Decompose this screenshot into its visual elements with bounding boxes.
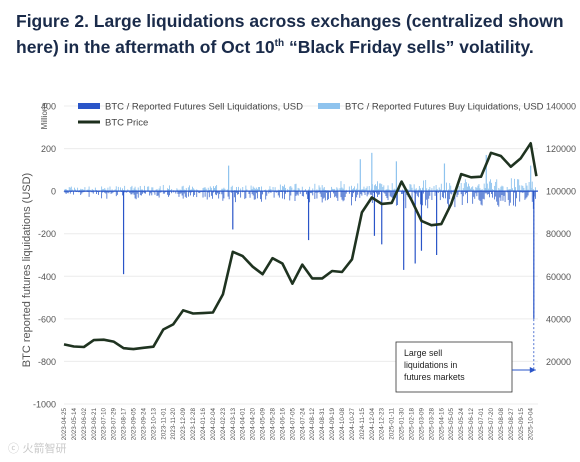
x-tick-label: 2024-08-12 (309, 408, 316, 441)
x-tick-label: 2024-04-01 (240, 408, 247, 441)
x-tick-label: 2025-10-04 (528, 408, 535, 441)
legend-swatch (78, 103, 100, 109)
legend-label: BTC / Reported Futures Sell Liquidations… (105, 102, 303, 113)
x-tick-label: 2024-05-09 (260, 408, 267, 441)
x-tick-label: 2025-05-24 (458, 408, 465, 441)
title-part1: Figure 2. Large liquidations across exch… (16, 11, 564, 57)
x-tick-label: 2025-05-05 (448, 408, 455, 441)
y-axis-unit: Millions (40, 103, 49, 130)
legend-label: BTC Price (105, 118, 148, 129)
x-tick-label: 2025-07-20 (488, 408, 495, 441)
x-tick-label: 2024-05-28 (270, 408, 277, 441)
btc-price-line (63, 142, 538, 351)
left-tick-label: -1000 (33, 400, 56, 410)
x-tick-label: 2025-04-16 (438, 408, 445, 441)
x-tick-label: 2024-10-27 (349, 408, 356, 441)
left-tick-label: 0 (51, 187, 56, 197)
x-tick-label: 2023-05-14 (71, 408, 78, 441)
x-tick-label: 2023-10-13 (150, 408, 157, 441)
x-tick-label: 2023-11-01 (160, 408, 167, 440)
x-tick-label: 2024-11-15 (359, 408, 366, 440)
x-tick-label: 2024-08-31 (319, 408, 326, 441)
annotation-text: Large sell (404, 348, 442, 358)
legend-label: BTC / Reported Futures Buy Liquidations,… (345, 102, 544, 113)
right-tick-label: 40000 (546, 314, 571, 324)
x-axis: 2023-04-25 2023-05-14 2023-06-02 2023-06-21… (61, 408, 535, 441)
x-tick-label: 2023-12-28 (190, 408, 197, 441)
left-tick-label: -600 (38, 314, 56, 324)
x-tick-label: 2024-07-24 (299, 408, 306, 441)
x-tick-label: 2024-02-23 (220, 408, 227, 441)
left-tick-label: -800 (38, 357, 56, 367)
x-tick-label: 2025-07-01 (478, 408, 485, 441)
right-tick-label: 60000 (546, 272, 571, 282)
x-tick-label: 2025-03-28 (428, 408, 435, 441)
x-tick-label: 2024-09-19 (329, 408, 336, 441)
x-tick-label: 2024-02-04 (210, 408, 217, 441)
x-tick-label: 2025-06-12 (468, 408, 475, 441)
x-tick-label: 2024-04-20 (250, 408, 257, 441)
x-tick-label: 2025-08-08 (498, 408, 505, 441)
liquidation-bars (63, 152, 537, 319)
x-tick-label: 2024-03-13 (230, 408, 237, 441)
left-axis: 400 200 0 -200 -400 -600 -800 -1000 (33, 102, 56, 410)
x-tick-label: 2023-07-29 (111, 408, 118, 441)
x-tick-label: 2024-01-16 (200, 408, 207, 441)
right-tick-label: 140000 (546, 102, 576, 112)
annotation-text: futures markets (404, 372, 465, 382)
x-tick-label: 2025-03-09 (418, 408, 425, 441)
right-tick-label: 80000 (546, 229, 571, 239)
x-tick-label: 2024-12-04 (369, 408, 376, 441)
x-tick-label: 2025-01-11 (389, 408, 396, 440)
right-tick-label: 20000 (546, 357, 571, 367)
x-tick-label: 2025-02-18 (409, 408, 416, 441)
x-tick-label: 2023-09-24 (140, 408, 147, 441)
right-tick-label: 120000 (546, 144, 576, 154)
x-tick-label: 2024-12-23 (379, 408, 386, 441)
left-tick-label: 400 (41, 102, 56, 112)
figure-title: Figure 2. Large liquidations across exch… (16, 8, 576, 60)
left-tick-label: 200 (41, 144, 56, 154)
y-axis-label: BTC reported futures liquidations (USD) (21, 173, 33, 367)
liquidations-chart: 400 200 0 -200 -400 -600 -800 -1000 140000 12000… (21, 102, 576, 441)
x-tick-label: 2024-06-16 (279, 408, 286, 441)
x-tick-label: 2024-10-08 (339, 408, 346, 441)
left-tick-label: -400 (38, 272, 56, 282)
legend-swatch (318, 103, 340, 109)
annotation-frame (395, 341, 513, 393)
annotation-arrowhead (529, 367, 536, 373)
x-tick-label: 2023-08-17 (121, 408, 128, 441)
x-tick-label: 2025-01-30 (399, 408, 406, 441)
x-tick-label: 2023-06-02 (81, 408, 88, 441)
x-tick-label: 2023-07-10 (101, 408, 108, 441)
annotation-box: Large sell liquidations in futures markets (395, 195, 536, 393)
chart-legend: BTC / Reported Futures Sell Liquidations… (78, 102, 544, 129)
title-superscript: th (274, 38, 285, 50)
x-tick-label: 2024-07-05 (289, 408, 296, 441)
x-tick-label: 2023-04-25 (61, 408, 68, 441)
x-tick-label: 2023-11-20 (170, 408, 177, 440)
x-tick-label: 2025-08-27 (508, 408, 515, 441)
annotation-text: liquidations in (404, 360, 457, 370)
left-tick-label: -200 (38, 229, 56, 239)
right-axis: 140000 120000 100000 80000 60000 40000 20000 (546, 102, 576, 367)
right-tick-label: 100000 (546, 187, 576, 197)
x-tick-label: 2023-06-21 (91, 408, 98, 441)
title-part2: “Black Friday sells” volatility. (284, 37, 534, 57)
x-tick-label: 2023-12-09 (180, 408, 187, 441)
x-tick-label: 2023-09-05 (131, 408, 138, 441)
x-tick-label: 2025-09-15 (518, 408, 525, 441)
watermark: ⓒ 火箭智研 (8, 442, 67, 455)
